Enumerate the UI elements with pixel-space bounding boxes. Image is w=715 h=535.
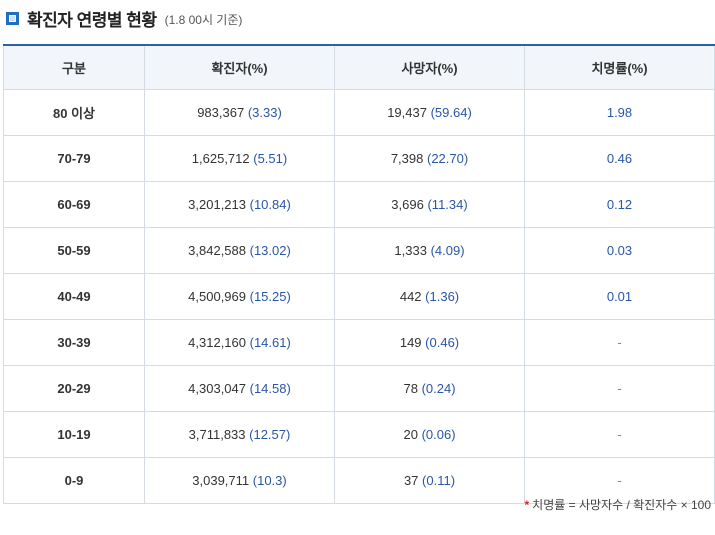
fatality-rate-cell: - <box>524 319 715 366</box>
column-header-deaths: 사망자(%) <box>334 44 525 90</box>
confirmed-cell: 4,312,160 (14.61) <box>144 319 335 366</box>
deaths-percent: (0.24) <box>421 381 456 396</box>
deaths-count: 7,398 <box>390 151 424 166</box>
column-header-fatality: 치명률(%) <box>524 44 715 90</box>
table-row: 50-59 3,842,588 (13.02) 1,333 (4.09) 0.03 <box>3 227 715 274</box>
column-header-confirmed: 확진자(%) <box>144 44 335 90</box>
date-note: (1.8 00시 기준) <box>164 12 243 27</box>
deaths-cell: 7,398 (22.70) <box>334 135 525 182</box>
deaths-percent: (0.06) <box>421 427 456 442</box>
table-row: 0-9 3,039,711 (10.3) 37 (0.11) - <box>3 457 715 504</box>
deaths-percent: (0.11) <box>422 473 456 488</box>
square-bullet-icon <box>6 11 19 25</box>
confirmed-percent: (14.61) <box>249 335 291 350</box>
section-header: 확진자 연령별 현황 (1.8 00시 기준) <box>6 6 242 30</box>
deaths-count: 78 <box>403 381 418 396</box>
deaths-cell: 149 (0.46) <box>334 319 525 366</box>
deaths-count: 20 <box>403 427 418 442</box>
deaths-percent: (4.09) <box>430 243 465 258</box>
deaths-cell: 37 (0.11) <box>334 457 525 504</box>
deaths-cell: 78 (0.24) <box>334 365 525 412</box>
deaths-count: 1,333 <box>394 243 427 258</box>
deaths-count: 3,696 <box>391 197 424 212</box>
footnote-text: 치명률 = 사망자수 / 확진자수 × 100 <box>532 498 711 512</box>
confirmed-count: 3,711,833 <box>188 427 246 442</box>
table-row: 60-69 3,201,213 (10.84) 3,696 (11.34) 0.12 <box>3 181 715 228</box>
confirmed-percent: (15.25) <box>249 289 291 304</box>
confirmed-cell: 3,711,833 (12.57) <box>144 411 335 458</box>
fatality-rate-cell: 0.03 <box>524 227 715 274</box>
deaths-count: 442 <box>399 289 422 304</box>
fatality-rate-cell: 0.12 <box>524 181 715 228</box>
confirmed-count: 4,312,160 <box>188 335 246 350</box>
confirmed-cell: 983,367 (3.33) <box>144 89 335 136</box>
confirmed-cell: 4,500,969 (15.25) <box>144 273 335 320</box>
confirmed-percent: (13.02) <box>249 243 291 258</box>
age-group-cell: 10-19 <box>3 411 145 458</box>
deaths-cell: 19,437 (59.64) <box>334 89 525 136</box>
deaths-cell: 442 (1.36) <box>334 273 525 320</box>
fatality-rate-cell: - <box>524 365 715 412</box>
deaths-percent: (1.36) <box>425 289 460 304</box>
age-group-cell: 30-39 <box>3 319 145 366</box>
confirmed-percent: (12.57) <box>249 427 291 442</box>
fatality-rate-cell: - <box>524 457 715 504</box>
page-title: 확진자 연령별 현황 <box>27 10 157 30</box>
deaths-percent: (11.34) <box>427 197 468 212</box>
confirmed-cell: 3,842,588 (13.02) <box>144 227 335 274</box>
table-row: 70-79 1,625,712 (5.51) 7,398 (22.70) 0.46 <box>3 135 715 182</box>
fatality-rate-cell: 0.46 <box>524 135 715 182</box>
column-header-age: 구분 <box>3 44 145 90</box>
table-row: 20-29 4,303,047 (14.58) 78 (0.24) - <box>3 365 715 412</box>
deaths-percent: (22.70) <box>426 151 469 166</box>
table-row: 40-49 4,500,969 (15.25) 442 (1.36) 0.01 <box>3 273 715 320</box>
deaths-count: 149 <box>399 335 422 350</box>
age-group-cell: 80 이상 <box>3 89 145 136</box>
confirmed-count: 1,625,712 <box>191 151 250 166</box>
confirmed-count: 3,842,588 <box>188 243 246 258</box>
confirmed-count: 3,039,711 <box>192 473 250 488</box>
confirmed-count: 983,367 <box>197 105 245 120</box>
confirmed-cell: 3,201,213 (10.84) <box>144 181 335 228</box>
footnote-star: * <box>524 498 530 512</box>
deaths-percent: (59.64) <box>430 105 472 120</box>
age-group-cell: 70-79 <box>3 135 145 182</box>
deaths-cell: 3,696 (11.34) <box>334 181 525 228</box>
fatality-rate-cell: - <box>524 411 715 458</box>
age-group-cell: 60-69 <box>3 181 145 228</box>
deaths-percent: (0.46) <box>425 335 460 350</box>
confirmed-cell: 1,625,712 (5.51) <box>144 135 335 182</box>
table-row: 80 이상 983,367 (3.33) 19,437 (59.64) 1.98 <box>3 89 715 136</box>
confirmed-count: 4,303,047 <box>188 381 246 396</box>
age-group-cell: 40-49 <box>3 273 145 320</box>
deaths-count: 19,437 <box>387 105 427 120</box>
confirmed-percent: (3.33) <box>247 105 282 120</box>
confirmed-percent: (14.58) <box>249 381 291 396</box>
deaths-count: 37 <box>403 473 419 488</box>
confirmed-cell: 4,303,047 (14.58) <box>144 365 335 412</box>
confirmed-count: 4,500,969 <box>188 289 246 304</box>
table-header-row: 구분 확진자(%) 사망자(%) 치명률(%) <box>3 44 715 90</box>
deaths-cell: 1,333 (4.09) <box>334 227 525 274</box>
age-group-cell: 20-29 <box>3 365 145 412</box>
fatality-rate-cell: 0.01 <box>524 273 715 320</box>
age-group-cell: 50-59 <box>3 227 145 274</box>
age-group-cell: 0-9 <box>3 457 145 504</box>
table-row: 10-19 3,711,833 (12.57) 20 (0.06) - <box>3 411 715 458</box>
age-stats-table: 구분 확진자(%) 사망자(%) 치명률(%) 80 이상 983,367 (3.… <box>3 44 715 504</box>
confirmed-percent: (5.51) <box>253 151 288 166</box>
confirmed-cell: 3,039,711 (10.3) <box>144 457 335 504</box>
confirmed-percent: (10.3) <box>252 473 287 488</box>
confirmed-count: 3,201,213 <box>188 197 246 212</box>
table-row: 30-39 4,312,160 (14.61) 149 (0.46) - <box>3 319 715 366</box>
deaths-cell: 20 (0.06) <box>334 411 525 458</box>
footnote: * 치명률 = 사망자수 / 확진자수 × 100 <box>525 496 712 513</box>
fatality-rate-cell: 1.98 <box>524 89 715 136</box>
confirmed-percent: (10.84) <box>249 197 291 212</box>
